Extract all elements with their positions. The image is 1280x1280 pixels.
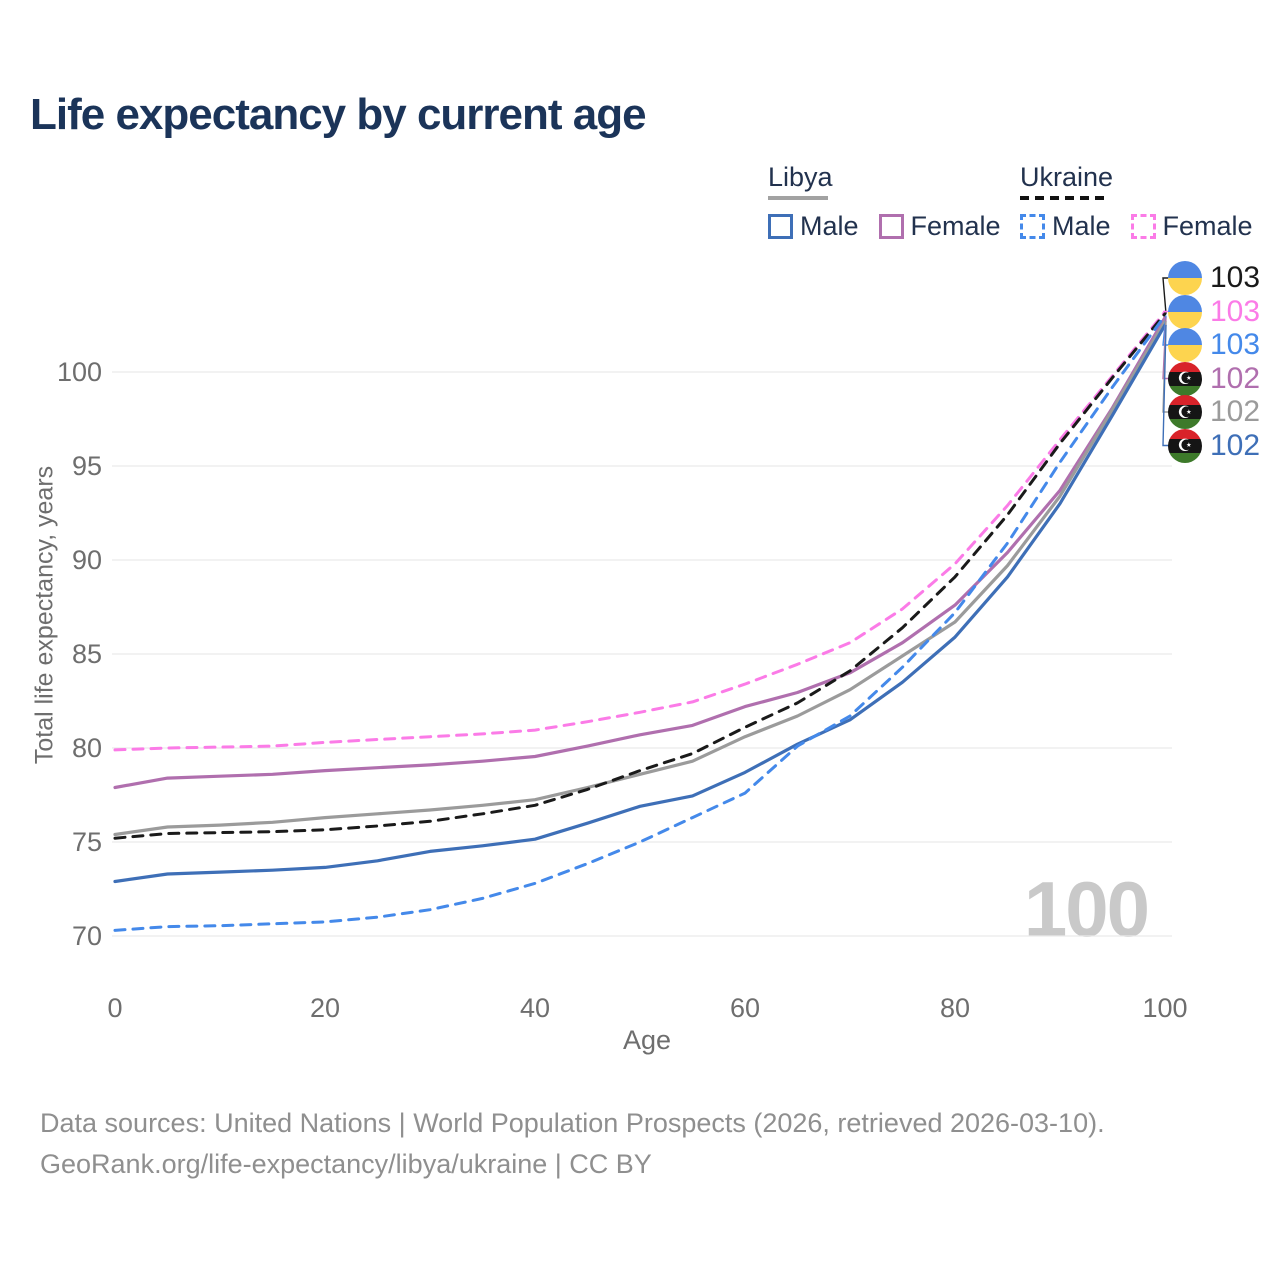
- y-tick-label: 80: [71, 733, 102, 763]
- end-value: 103: [1210, 261, 1261, 294]
- end-label-libya_total: ☪ 102: [1168, 395, 1260, 429]
- series-libya_male: [113, 323, 1167, 884]
- y-tick-label: 95: [71, 451, 102, 481]
- y-tick-label: 90: [71, 545, 102, 575]
- end-label-ukraine_female: 103: [1168, 294, 1261, 329]
- y-tick-label: 100: [56, 357, 102, 387]
- libya-male-swatch-icon[interactable]: [768, 214, 793, 239]
- end-label-libya_male: ☪ 102: [1168, 428, 1261, 463]
- legend-group-libya: Libya Male Female: [768, 162, 1021, 242]
- legend-label-libya-male[interactable]: Male: [800, 211, 859, 241]
- x-tick-label: 0: [107, 993, 123, 1023]
- libya-flag-icon: ☪: [1168, 428, 1202, 463]
- end-label-libya_female: ☪ 102: [1168, 361, 1261, 396]
- y-tick-label: 85: [71, 639, 102, 669]
- x-tick-label: 20: [309, 993, 341, 1023]
- ukraine-flag-icon: [1168, 294, 1202, 329]
- attribution-note: GeoRank.org/life-expectancy/libya/ukrain…: [40, 1149, 652, 1179]
- ukraine-female-swatch-icon[interactable]: [1130, 214, 1156, 239]
- legend-label-libya-female[interactable]: Female: [910, 211, 1001, 241]
- end-value: 103: [1210, 328, 1261, 361]
- data-source-note: Data sources: United Nations | World Pop…: [40, 1108, 1105, 1138]
- x-tick-label: 80: [939, 993, 971, 1023]
- y-tick-label: 75: [71, 827, 102, 857]
- end-value: 102: [1210, 361, 1261, 395]
- x-tick-label: 40: [519, 993, 551, 1023]
- series-libya_female: [113, 315, 1167, 790]
- end-value: 102: [1210, 395, 1261, 428]
- ukraine-flag-icon: [1168, 261, 1202, 295]
- ukraine-dashed-line-sample-icon: [1020, 196, 1110, 200]
- libya-female-swatch-icon[interactable]: [878, 214, 904, 239]
- legend-country-ukraine[interactable]: Ukraine: [1020, 162, 1114, 192]
- page-title: Life expectancy by current age: [30, 90, 647, 139]
- x-tick-label: 100: [1142, 993, 1188, 1023]
- legend-group-ukraine: Ukraine Male Female: [1020, 162, 1273, 242]
- leader-line-ukraine_total: [1162, 277, 1169, 314]
- legend-label-ukraine-male[interactable]: Male: [1052, 211, 1111, 241]
- end-value: 102: [1210, 428, 1261, 462]
- leader-line-libya_male: [1162, 324, 1169, 447]
- y-tick-label: 70: [71, 921, 102, 951]
- ukraine-male-swatch-icon[interactable]: [1020, 214, 1045, 239]
- y-axis-title: Total life expectancy, years: [30, 465, 59, 765]
- end-label-ukraine_male: 103: [1168, 328, 1260, 362]
- libya-flag-icon: ☪: [1168, 395, 1202, 429]
- ukraine-flag-icon: [1168, 328, 1202, 362]
- series-ukraine_male: [113, 314, 1167, 932]
- series-ukraine_total: [113, 312, 1167, 840]
- end-value: 103: [1210, 294, 1261, 328]
- age-indicator-watermark: 100: [1023, 865, 1150, 953]
- end-label-ukraine_total: 103: [1168, 261, 1260, 295]
- x-tick-label: 60: [729, 993, 761, 1023]
- legend-label-ukraine-female[interactable]: Female: [1162, 211, 1253, 241]
- libya-solid-line-sample-icon: [768, 196, 828, 200]
- libya-flag-icon: ☪: [1168, 361, 1202, 396]
- series-libya_total: [113, 319, 1167, 837]
- legend-country-libya[interactable]: Libya: [768, 162, 833, 192]
- series-ukraine_female: [113, 310, 1167, 752]
- x-axis-title: Age: [622, 1025, 672, 1055]
